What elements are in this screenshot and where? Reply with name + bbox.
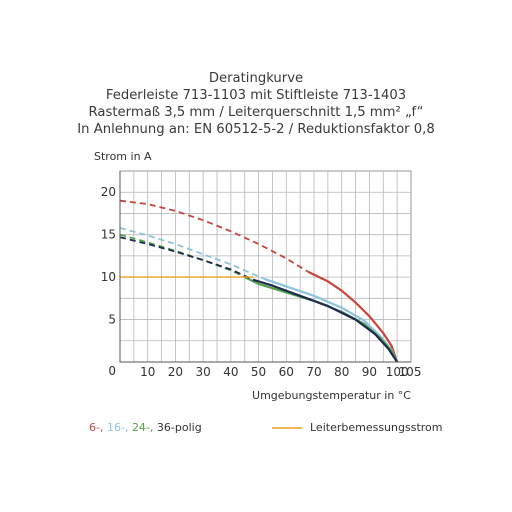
plot-area <box>119 170 412 363</box>
y-tick-label: 10 <box>101 270 116 284</box>
x-tick-label: 90 <box>362 365 377 379</box>
origin-tick-label: 0 <box>108 364 116 378</box>
x-tick-label: 30 <box>196 365 211 379</box>
series-dashed-line <box>119 199 309 273</box>
legend-16pin: 16-, <box>106 421 129 434</box>
y-tick-label: 5 <box>108 313 116 327</box>
x-tick-label: 20 <box>168 365 183 379</box>
series-lines <box>119 199 399 363</box>
x-tick-label: 80 <box>334 365 349 379</box>
x-tick-label: 70 <box>306 365 321 379</box>
legend-6pin: 6-, <box>89 421 104 434</box>
chart-title: Deratingkurve Federleiste 713-1103 mit S… <box>0 70 512 138</box>
series-solid-line <box>252 278 399 363</box>
x-tick-label: 60 <box>279 365 294 379</box>
x-tick-label: 10 <box>140 365 155 379</box>
series-legend: 6-, 16-, 24-, 36-polig <box>89 421 202 434</box>
series-dashed-line <box>119 236 254 281</box>
grid <box>119 170 412 363</box>
x-axis-label: Umgebungstemperatur in °C <box>252 389 411 402</box>
y-tick-label: 20 <box>101 185 116 199</box>
title-line-1: Deratingkurve <box>208 71 304 86</box>
x-tick-label: 100 <box>386 365 409 379</box>
title-line-2: Federleiste 713-1103 mit Stiftleiste 713… <box>105 88 407 103</box>
title-line-4: In Anlehnung an: EN 60512-5-2 / Reduktio… <box>77 122 435 137</box>
legend-24pin: 24-, <box>131 421 154 434</box>
x-tick-label: 105 <box>399 365 422 379</box>
x-tick-label: 40 <box>223 365 238 379</box>
y-axis-label: Strom in A <box>94 150 152 163</box>
series-dashed-line <box>119 227 265 280</box>
rated-current-legend: Leiterbemessungsstrom <box>310 421 443 434</box>
series-solid-line <box>308 271 399 363</box>
x-tick-label: 50 <box>251 365 266 379</box>
title-line-3: Rastermaß 3,5 mm / Leiterquerschnitt 1,5… <box>88 105 424 120</box>
legend-36pin: 36-polig <box>156 421 202 434</box>
y-tick-label: 15 <box>101 228 116 242</box>
